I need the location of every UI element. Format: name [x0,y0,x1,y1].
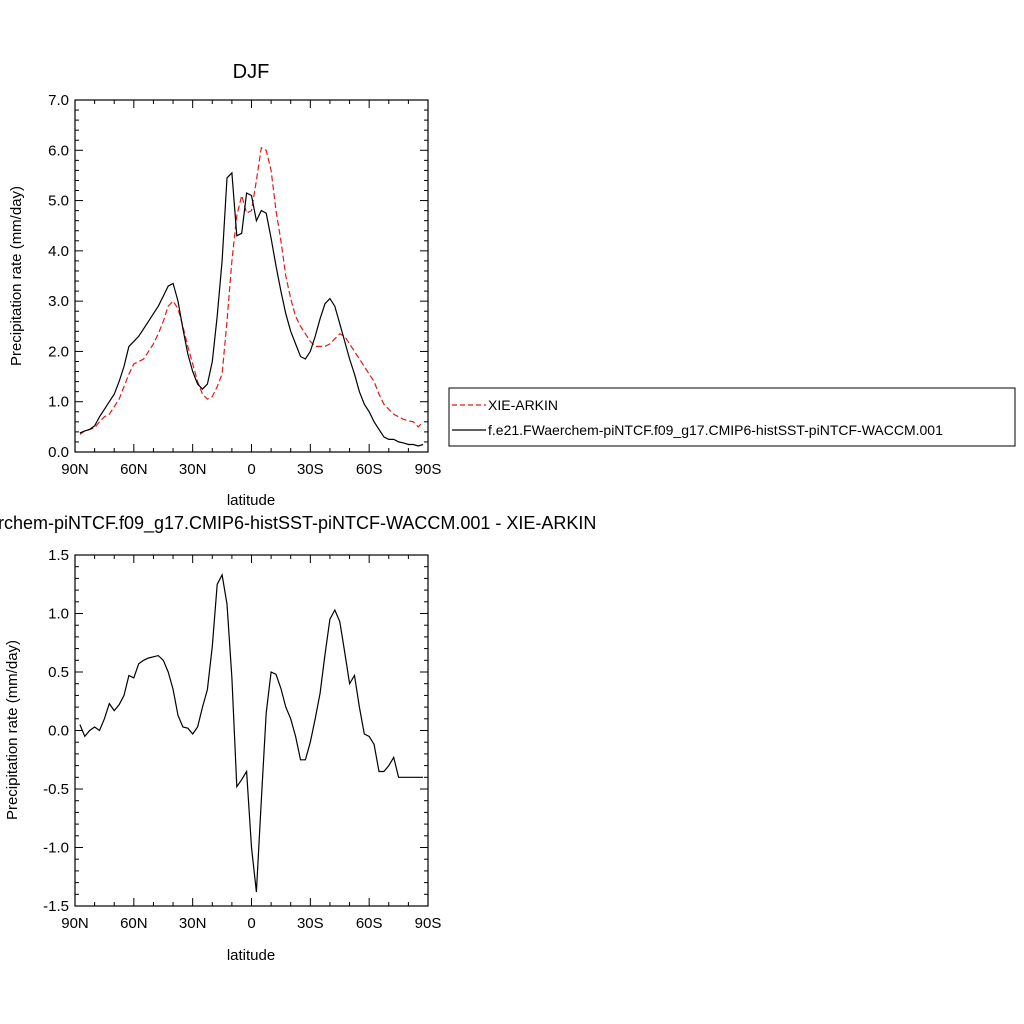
top-y-tick-label: 2.0 [48,343,69,360]
bottom-series-group [79,573,424,893]
top-x-tick-label: 0 [247,461,255,478]
top-series-line-obs [79,146,424,435]
top-x-tick-label: 90N [61,461,89,478]
bottom-title: f.e21.FWaerchem-piNTCF.f09_g17.CMIP6-his… [0,513,596,534]
bottom-x-tick-label: 90S [415,915,442,932]
bottom-x-tick-label: 30S [297,915,324,932]
bottom-y-tick-label: -1.5 [43,898,69,915]
legend-box [448,387,1016,447]
top-y-tick-label: 6.0 [48,142,69,159]
top-y-tick-label: 7.0 [48,92,69,109]
bottom-axes: 90N 60N 30N 0 30S 60S 90S -1.5 -1.0 -0.5 0.0 0.5 1.0… [43,547,441,932]
top-panel: DJF 90N 60N 30N 0 30S 60S 90S 0.0 1.0 2.0 3.0 4.0 5.… [8,61,441,509]
top-x-tick-label: 30N [179,461,207,478]
bottom-x-tick-label: 0 [247,915,255,932]
bottom-plot-frame [74,554,429,907]
bottom-x-tick-label: 90N [61,915,89,932]
bottom-x-tick-label: 60S [356,915,383,932]
bottom-y-tick-label: -0.5 [43,781,69,798]
top-title: DJF [233,61,270,83]
top-y-axis-label: Precipitation rate (mm/day) [8,186,25,366]
top-series-group [79,146,424,447]
legend: XIE-ARKIN f.e21.FWaerchem-piNTCF.f09_g17… [448,387,1016,447]
bottom-x-axis-label: latitude [227,947,275,964]
top-plot-frame [74,99,429,453]
top-y-tick-label: 1.0 [48,394,69,411]
top-y-tick-label: 5.0 [48,193,69,210]
bottom-x-tick-label: 60N [120,915,148,932]
top-x-tick-label: 60S [356,461,383,478]
legend-label-obs: XIE-ARKIN [488,397,558,413]
bottom-series-line-model [79,573,424,893]
top-series-line-model [79,171,424,447]
bottom-x-tick-label: 30N [179,915,207,932]
legend-label-model: f.e21.FWaerchem-piNTCF.f09_g17.CMIP6-his… [488,422,943,438]
bottom-y-tick-label: 0.5 [48,664,69,681]
bottom-y-tick-label: -1.0 [43,840,69,857]
top-x-tick-label: 30S [297,461,324,478]
top-y-tick-label: 3.0 [48,293,69,310]
top-x-tick-label: 60N [120,461,148,478]
bottom-y-axis-label: Precipitation rate (mm/day) [4,640,21,820]
bottom-y-tick-label: 1.0 [48,606,69,623]
top-x-axis-label: latitude [227,492,275,509]
bottom-panel: f.e21.FWaerchem-piNTCF.f09_g17.CMIP6-his… [0,513,596,964]
bottom-y-tick-label: 1.5 [48,547,69,564]
bottom-y-tick-label: 0.0 [48,723,69,740]
top-y-tick-label: 4.0 [48,243,69,260]
top-x-tick-label: 90S [415,461,442,478]
top-y-tick-label: 0.0 [48,444,69,461]
top-axes: 90N 60N 30N 0 30S 60S 90S 0.0 1.0 2.0 3.0 4.0 5.0 6.0… [48,92,441,478]
